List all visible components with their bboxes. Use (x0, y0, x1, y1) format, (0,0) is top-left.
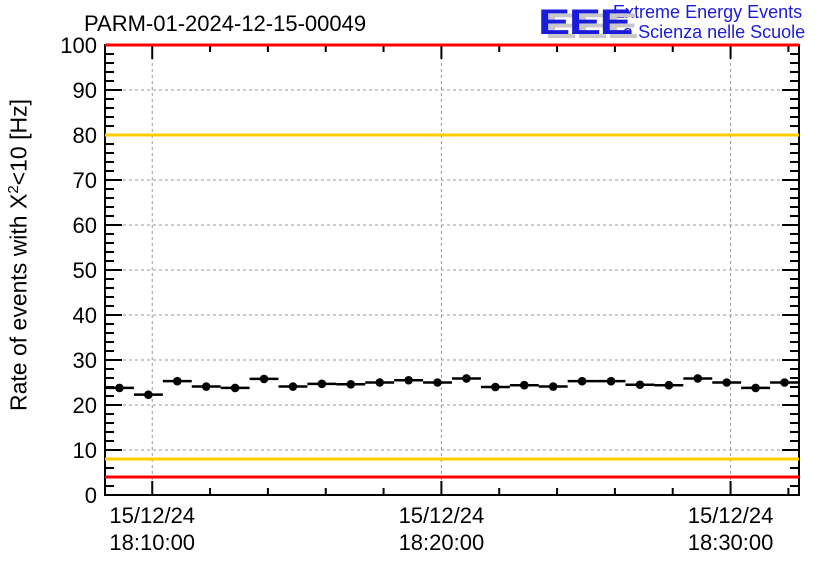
data-point-marker (230, 383, 240, 393)
data-point-marker (259, 374, 269, 384)
y-tick-label: 100 (60, 33, 97, 58)
y-tick-label: 50 (73, 258, 97, 283)
page-title: PARM-01-2024-12-15-00049 (84, 11, 367, 36)
data-point-marker (606, 376, 616, 386)
data-point-marker (722, 378, 732, 387)
data-point-marker (375, 378, 385, 387)
data-point-marker (664, 380, 674, 390)
x-tick-label: 18:20:00 (399, 530, 485, 555)
gridlines (105, 45, 799, 495)
x-tick-label: 15/12/24 (688, 503, 774, 528)
data-point-marker (780, 378, 789, 387)
data-point-marker (115, 383, 124, 393)
data-point-marker (201, 382, 211, 391)
y-tick-label: 10 (73, 438, 97, 463)
y-axis-title-suffix: <10 [Hz] (5, 99, 32, 186)
data-point-marker (462, 374, 471, 383)
data-point-marker (317, 379, 327, 389)
eee-logo-text: Extreme Energy Events La Scienza nelle S… (613, 2, 805, 42)
data-point-marker (577, 376, 587, 386)
y-tick-label: 80 (73, 123, 97, 148)
x-tick-label: 18:10:00 (109, 530, 195, 555)
series-rate (105, 374, 799, 399)
data-point-marker (288, 382, 298, 391)
eee-logo: EEE Extreme Energy Events La Scienza nel… (538, 2, 805, 42)
y-tick-label: 30 (73, 348, 97, 373)
data-point-marker (635, 380, 645, 390)
y-tick-label: 60 (73, 213, 97, 238)
data-point-marker (548, 382, 558, 391)
eee-logo-acronym: EEE (538, 3, 632, 42)
data-point-marker (346, 380, 356, 389)
eee-logo-line2: La Scienza nelle Scuole (613, 22, 806, 42)
y-tick-label: 40 (73, 303, 97, 328)
data-point-marker (519, 380, 529, 390)
data-point-marker (404, 375, 413, 385)
data-point-marker (491, 382, 500, 392)
x-tick-label: 18:30:00 (688, 530, 774, 555)
y-axis-title: Rate of events with X2<10 [Hz] (5, 35, 33, 475)
y-tick-label: 90 (73, 78, 97, 103)
y-axis-title-superscript: 2 (5, 185, 22, 194)
data-point-marker (433, 378, 442, 387)
data-point-marker (144, 390, 153, 399)
y-tick-labels: 0 10 20 30 40 50 60 70 80 90 100 (60, 33, 97, 508)
y-tick-label: 20 (73, 393, 97, 418)
x-tick-label: 15/12/24 (109, 503, 195, 528)
data-point-marker (751, 383, 760, 393)
eee-logo-line1: Extreme Energy Events (613, 2, 803, 22)
x-tick-labels: 15/12/2418:10:0015/12/2418:20:0015/12/24… (109, 503, 773, 555)
y-axis-title-prefix: Rate of events with X (5, 193, 32, 411)
y-tick-label: 70 (73, 168, 97, 193)
data-point-marker (172, 376, 182, 386)
data-point-marker (693, 374, 703, 383)
x-tick-label: 15/12/24 (399, 503, 485, 528)
y-tick-label: 0 (85, 483, 97, 508)
